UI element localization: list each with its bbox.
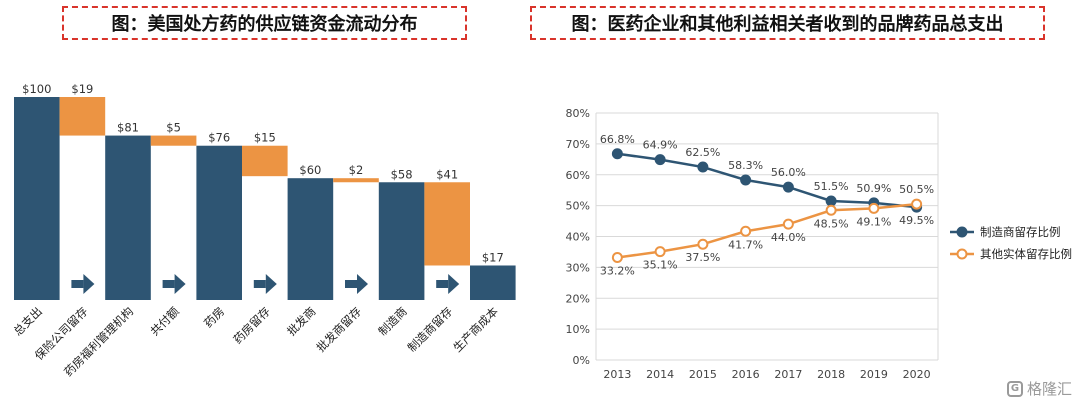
data-label: 35.1%	[643, 259, 678, 272]
y-tick-label: 50%	[566, 200, 590, 213]
data-point	[697, 161, 709, 173]
x-tick-label: 2020	[903, 368, 931, 381]
legend-marker	[956, 226, 968, 238]
waterfall-value-label: $41	[436, 167, 458, 181]
waterfall-value-label: $81	[117, 121, 139, 135]
waterfall-bar	[14, 97, 60, 300]
data-point	[911, 198, 923, 210]
legend-marker	[956, 248, 968, 260]
data-point	[697, 238, 709, 250]
y-tick-label: 70%	[566, 138, 590, 151]
waterfall-value-label: $15	[254, 131, 276, 145]
data-point	[782, 218, 794, 230]
arrow-shaft	[162, 280, 175, 288]
data-label: 58.3%	[728, 159, 763, 172]
series-line	[617, 202, 917, 259]
right-chart-title: 图：医药企业和其他利益相关者收到的品牌药品总支出	[530, 6, 1045, 40]
x-tick-label: 2017	[774, 368, 802, 381]
data-label: 50.5%	[899, 183, 934, 196]
right-arrow-icon	[436, 274, 460, 294]
waterfall-value-label: $2	[349, 163, 364, 177]
waterfall-value-label: $5	[166, 121, 181, 135]
waterfall-bar	[242, 145, 288, 177]
legend-label: 制造商留存比例	[980, 225, 1061, 239]
data-label: 41.7%	[728, 238, 763, 251]
waterfall-value-label: $17	[482, 250, 504, 264]
y-tick-label: 0%	[573, 354, 590, 367]
right-arrow-icon	[162, 274, 186, 294]
arrow-head	[448, 274, 460, 294]
right-arrow-icon	[345, 274, 368, 294]
data-label: 49.5%	[899, 214, 934, 227]
data-label: 66.8%	[600, 133, 635, 146]
data-point	[611, 251, 623, 263]
series-line	[617, 152, 917, 209]
x-tick-label: 2014	[646, 368, 674, 381]
waterfall-bar	[333, 178, 379, 183]
data-label: 51.5%	[814, 180, 849, 193]
x-tick-label: 2013	[603, 368, 631, 381]
watermark: G 格隆汇	[1006, 378, 1072, 399]
waterfall-bar	[59, 97, 106, 136]
arrow-head	[357, 274, 368, 294]
waterfall-bar	[196, 145, 242, 300]
waterfall-bar	[424, 182, 470, 266]
y-tick-label: 80%	[566, 107, 590, 120]
x-tick-label: 2019	[860, 368, 888, 381]
right-arrow-icon	[71, 274, 95, 294]
arrow-head	[265, 274, 277, 294]
data-label: 49.1%	[856, 215, 891, 228]
data-point	[654, 246, 666, 258]
arrow-shaft	[436, 280, 449, 288]
arrow-shaft	[345, 280, 357, 288]
waterfall-value-label: $19	[71, 82, 93, 96]
y-tick-label: 30%	[566, 261, 590, 274]
data-point	[740, 225, 752, 237]
waterfall-bar	[150, 135, 197, 146]
y-tick-label: 60%	[566, 169, 590, 182]
waterfall-value-label: $60	[299, 163, 321, 177]
data-label: 48.5%	[814, 217, 849, 230]
y-tick-label: 10%	[566, 323, 590, 336]
waterfall-bar	[378, 182, 425, 300]
x-tick-label: 2015	[689, 368, 717, 381]
x-tick-label: 2016	[732, 368, 760, 381]
data-point	[654, 154, 666, 166]
data-point	[782, 181, 794, 193]
data-label: 37.5%	[685, 251, 720, 264]
data-label: 50.9%	[856, 182, 891, 195]
data-label: 64.9%	[643, 139, 678, 152]
watermark-text: 格隆汇	[1026, 380, 1072, 398]
waterfall-value-label: $76	[208, 131, 230, 145]
arrow-shaft	[253, 280, 266, 288]
y-tick-label: 40%	[566, 231, 590, 244]
data-label: 56.0%	[771, 166, 806, 179]
legend-label: 其他实体留存比例	[980, 247, 1072, 261]
data-point	[825, 195, 837, 207]
arrow-head	[174, 274, 186, 294]
watermark-logo-icon: G	[1006, 380, 1023, 397]
data-point	[825, 204, 837, 216]
waterfall-bar	[470, 265, 516, 300]
data-point	[868, 202, 880, 214]
x-tick-label: 2018	[817, 368, 845, 381]
data-label: 62.5%	[685, 146, 720, 159]
waterfall-bar	[105, 135, 151, 300]
waterfall-bar	[287, 178, 334, 300]
data-point	[740, 174, 752, 186]
arrow-shaft	[71, 280, 84, 288]
arrow-head	[83, 274, 95, 294]
waterfall-value-label: $58	[391, 167, 413, 181]
data-label: 33.2%	[600, 264, 635, 277]
data-label: 44.0%	[771, 231, 806, 244]
y-tick-label: 20%	[566, 292, 590, 305]
data-point	[611, 148, 623, 160]
right-arrow-icon	[253, 274, 277, 294]
waterfall-value-label: $100	[22, 82, 51, 96]
left-chart-title: 图：美国处方药的供应链资金流动分布	[62, 6, 467, 40]
